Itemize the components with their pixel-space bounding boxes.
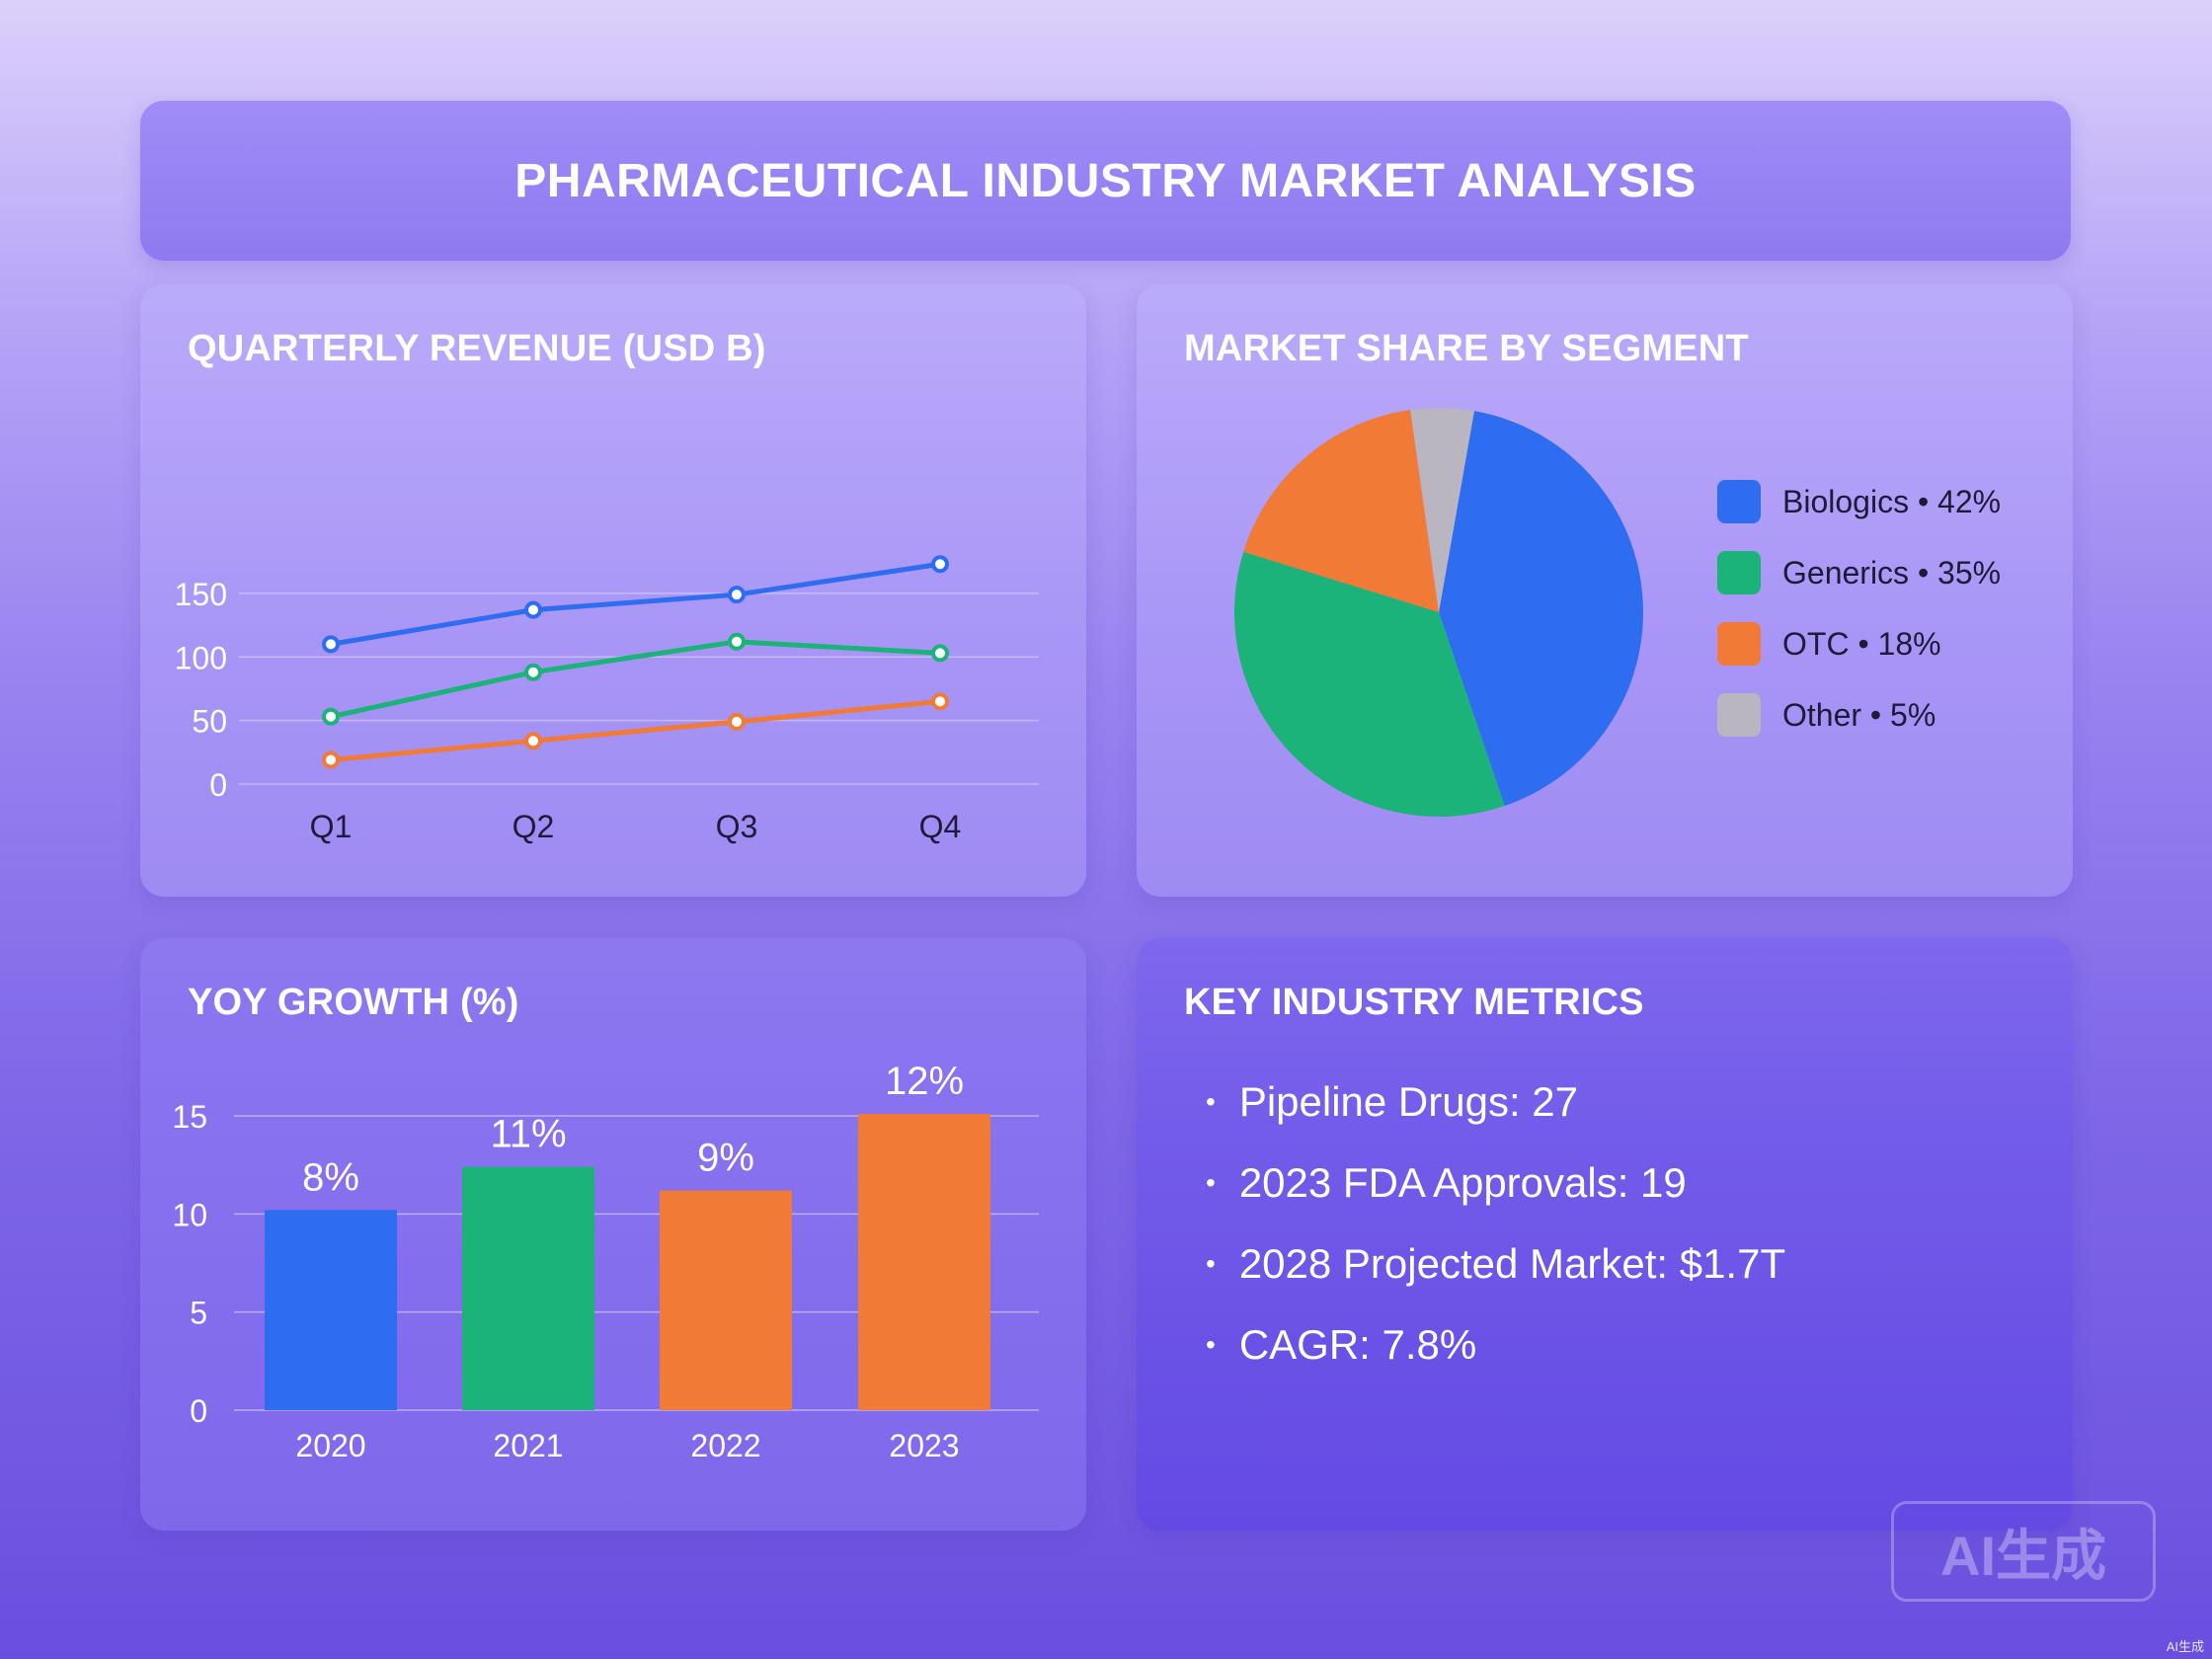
corner-tag: AI生成 (2166, 1639, 2204, 1654)
series-line (328, 698, 943, 763)
x-tick-label: Q2 (513, 809, 555, 844)
bullet-icon: • (1206, 1248, 1216, 1279)
bar (660, 1190, 792, 1410)
bar-chart-title: YOY GROWTH (%) (188, 982, 519, 1023)
legend-swatch (1717, 622, 1761, 666)
y-tick-label: 15 (172, 1099, 207, 1135)
x-tick-label: Q1 (310, 809, 353, 844)
y-tick-label: 150 (175, 577, 227, 612)
series-point (931, 555, 949, 574)
series-point (931, 692, 949, 711)
legend-swatch (1717, 693, 1761, 737)
metrics-title: KEY INDUSTRY METRICS (1184, 982, 1644, 1023)
series-point (524, 732, 542, 750)
pie-chart (1234, 408, 1643, 817)
series-line (328, 639, 943, 720)
quarterly-revenue-card: QUARTERLY REVENUE (USD B) 0 50 100 150 Q1 Q2 Q… (140, 284, 1086, 897)
y-tick-label: 10 (172, 1197, 207, 1232)
metric-text: Pipeline Drugs: 27 (1238, 1078, 1579, 1125)
legend-item-otc: OTC • 18% (1717, 622, 2001, 666)
bullet-icon: • (1206, 1329, 1216, 1360)
series-point (322, 750, 340, 769)
legend-swatch (1717, 551, 1761, 594)
bar (265, 1210, 397, 1410)
metric-item: • 2023 FDA Approvals: 19 (1206, 1152, 1785, 1214)
legend-swatch (1717, 480, 1761, 523)
pie-slice (1439, 411, 1643, 806)
y-tick-label: 50 (192, 704, 227, 740)
metric-item: • CAGR: 7.8% (1206, 1314, 1785, 1376)
y-tick-label: 5 (190, 1296, 207, 1331)
series-point (524, 663, 542, 681)
bullet-icon: • (1206, 1086, 1216, 1117)
x-tick-label: 2021 (493, 1428, 563, 1463)
y-tick-label: 0 (190, 1393, 207, 1429)
x-tick-label: Q4 (919, 809, 962, 844)
bar-data-label: 12% (885, 1060, 964, 1103)
legend-item-generics: Generics • 35% (1717, 551, 2001, 594)
pie-slice (1243, 410, 1439, 612)
bar (858, 1114, 990, 1410)
legend-label: Generics • 35% (1782, 554, 2002, 591)
metric-text: 2023 FDA Approvals: 19 (1238, 1159, 1687, 1206)
y-tick-label: 0 (209, 767, 227, 803)
line-chart-title: QUARTERLY REVENUE (USD B) (188, 328, 766, 369)
legend-item-other: Other • 5% (1717, 693, 2001, 737)
legend-label: Biologics • 42% (1782, 483, 2002, 519)
x-tick-label: Q3 (716, 809, 758, 844)
line-chart: 0 50 100 150 Q1 Q2 Q3 Q4 (175, 555, 1039, 844)
y-tick-label: 100 (175, 640, 227, 675)
page-title: PHARMACEUTICAL INDUSTRY MARKET ANALYSIS (514, 154, 1697, 207)
x-tick-label: 2020 (295, 1428, 365, 1463)
metric-text: 2028 Projected Market: $1.7T (1238, 1240, 1786, 1287)
metric-item: • 2028 Projected Market: $1.7T (1206, 1233, 1785, 1295)
x-tick-label: 2022 (690, 1428, 760, 1463)
legend-label: OTC • 18% (1782, 625, 1941, 662)
metric-text: CAGR: 7.8% (1238, 1321, 1477, 1368)
series-point (728, 632, 746, 651)
series-point (322, 635, 340, 654)
pie-slice (1410, 408, 1474, 612)
metrics-list: • Pipeline Drugs: 27 • 2023 FDA Approvals:… (1206, 1071, 1785, 1395)
metric-item: • Pipeline Drugs: 27 (1206, 1071, 1785, 1133)
title-banner: PHARMACEUTICAL INDUSTRY MARKET ANALYSIS (140, 101, 2071, 261)
series-point (931, 644, 949, 663)
legend-label: Other • 5% (1782, 696, 1936, 733)
pie-slice (1234, 551, 1505, 817)
key-metrics-card: KEY INDUSTRY METRICS • Pipeline Drugs: 27… (1137, 938, 2073, 1531)
market-share-card: MARKET SHARE BY SEGMENT Biologics • 42% … (1137, 284, 2073, 897)
series-line (328, 561, 943, 647)
bar-chart: 0 5 10 15 8% 2020 11% 2021 9% 2022 12% 2023 (172, 1060, 1039, 1463)
series-point (728, 586, 746, 604)
yoy-growth-card: YOY GROWTH (%) 0 5 10 15 8% 2020 11% 2021 9% 2022… (140, 938, 1086, 1531)
ai-generated-watermark: AI生成 (1891, 1501, 2156, 1602)
bar-data-label: 11% (490, 1113, 566, 1156)
pie-legend: Biologics • 42% Generics • 35% OTC • 18%… (1717, 480, 2001, 764)
bar (462, 1166, 594, 1410)
series-point (524, 600, 542, 619)
bar-data-label: 9% (697, 1136, 754, 1179)
x-tick-label: 2023 (889, 1428, 959, 1463)
pie-chart-title: MARKET SHARE BY SEGMENT (1184, 328, 1749, 369)
bar-data-label: 8% (302, 1155, 359, 1199)
series-point (322, 707, 340, 726)
bullet-icon: • (1206, 1167, 1216, 1198)
legend-item-biologics: Biologics • 42% (1717, 480, 2001, 523)
series-point (728, 712, 746, 731)
